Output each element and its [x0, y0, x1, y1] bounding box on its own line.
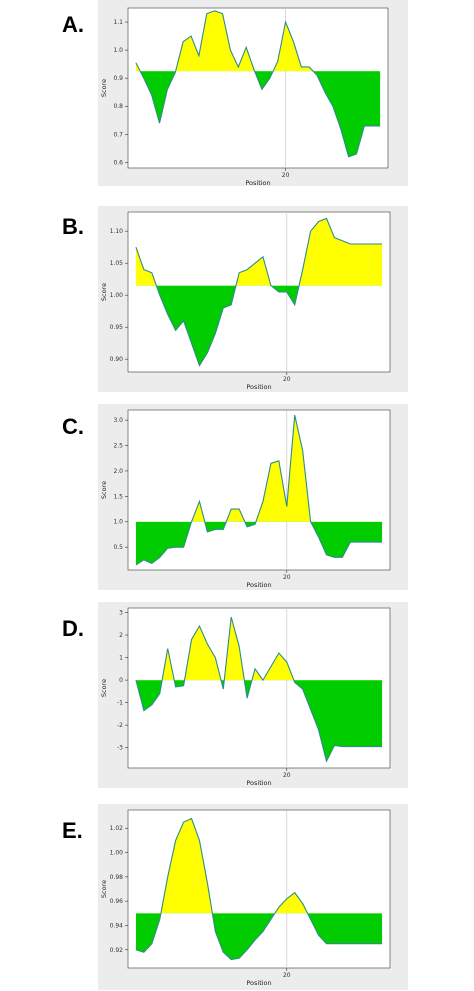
- area-below-threshold-e: [135, 913, 383, 960]
- x-tick-label: 20: [283, 772, 291, 779]
- y-tick-label: 3.0: [113, 417, 123, 424]
- area-below-threshold-a: [135, 71, 381, 157]
- area-below-threshold-c: [135, 521, 383, 565]
- x-axis-label: Position: [246, 383, 271, 391]
- area-above-threshold-a: [135, 10, 314, 72]
- y-tick-label: 0.94: [110, 922, 124, 929]
- y-tick-label: 0.7: [113, 131, 123, 138]
- panel-label-b: B.: [62, 214, 84, 239]
- y-tick-label: 0.96: [110, 898, 124, 905]
- panel-label-a: A.: [62, 12, 84, 37]
- y-axis-label: Score: [100, 79, 108, 97]
- y-tick-label: 0.6: [113, 159, 123, 166]
- y-tick-label: -3: [117, 745, 123, 752]
- x-tick-label: 20: [283, 574, 291, 581]
- x-tick-label: 20: [283, 376, 291, 383]
- y-tick-label: 0.92: [110, 947, 124, 954]
- area-above-threshold-e: [160, 818, 308, 914]
- y-tick-label: 0.5: [113, 544, 123, 551]
- y-tick-label: 0.9: [113, 75, 123, 82]
- y-tick-label: 2.0: [113, 468, 123, 475]
- y-axis-label: Score: [100, 283, 108, 301]
- y-tick-label: -2: [117, 722, 123, 729]
- x-axis-label: Position: [245, 179, 270, 187]
- area-below-threshold-d: [135, 680, 383, 762]
- score-line-d: [135, 616, 383, 763]
- y-axis-label: Score: [100, 679, 108, 697]
- score-line-a: [135, 10, 381, 158]
- x-axis-label: Position: [246, 581, 271, 589]
- y-tick-label: 1.1: [113, 19, 123, 26]
- score-line-b: [135, 217, 383, 367]
- y-tick-label: 0.90: [110, 356, 124, 363]
- y-tick-label: 1.0: [113, 519, 123, 526]
- panel-label-e: E.: [62, 818, 83, 843]
- x-axis-label: Position: [246, 979, 271, 987]
- y-tick-label: 3: [119, 610, 123, 617]
- y-tick-label: 1.0: [113, 47, 123, 54]
- chart-e: 0.92 0.94 0.96 0.98 1.00 1.02 20 Position Score: [98, 804, 408, 990]
- y-tick-label: 0.95: [110, 324, 124, 331]
- y-tick-label: 0.98: [110, 874, 124, 881]
- chart-a: 0.6 0.7 0.8 0.9 1.0 1.1 20 Position Score: [98, 0, 408, 187]
- y-tick-label: -1: [117, 700, 123, 707]
- y-tick-label: 1.10: [110, 228, 124, 235]
- x-tick-label: 20: [282, 172, 290, 179]
- y-tick-label: 2: [119, 632, 123, 639]
- panel-label-d: D.: [62, 616, 84, 641]
- y-tick-label: 1.5: [113, 493, 123, 500]
- y-tick-label: 1.00: [110, 850, 124, 857]
- chart-d: -3 -2 -1 0 1 2 3 20 Position Score: [98, 602, 408, 788]
- chart-c: 0.5 1.0 1.5 2.0 2.5 3.0 20 Position Score: [98, 404, 408, 590]
- x-tick-label: 20: [283, 972, 291, 979]
- panel-label-c: C.: [62, 414, 84, 439]
- score-line-e: [135, 817, 383, 961]
- score-line-c: [135, 414, 383, 566]
- y-tick-label: 2.5: [113, 443, 123, 450]
- chart-b: 0.90 0.95 1.00 1.05 1.10 20 Position Score: [98, 206, 408, 392]
- y-tick-label: 1.02: [110, 825, 124, 832]
- x-axis-label: Position: [246, 779, 271, 787]
- y-tick-label: 1: [119, 655, 123, 662]
- y-tick-label: 0: [119, 677, 123, 684]
- y-axis-label: Score: [100, 481, 108, 499]
- area-above-threshold-b: [135, 218, 383, 286]
- y-tick-label: 1.00: [110, 292, 124, 299]
- y-axis-label: Score: [100, 880, 108, 898]
- y-tick-label: 1.05: [110, 260, 124, 267]
- area-below-threshold-b: [135, 285, 383, 366]
- y-tick-label: 0.8: [113, 103, 123, 110]
